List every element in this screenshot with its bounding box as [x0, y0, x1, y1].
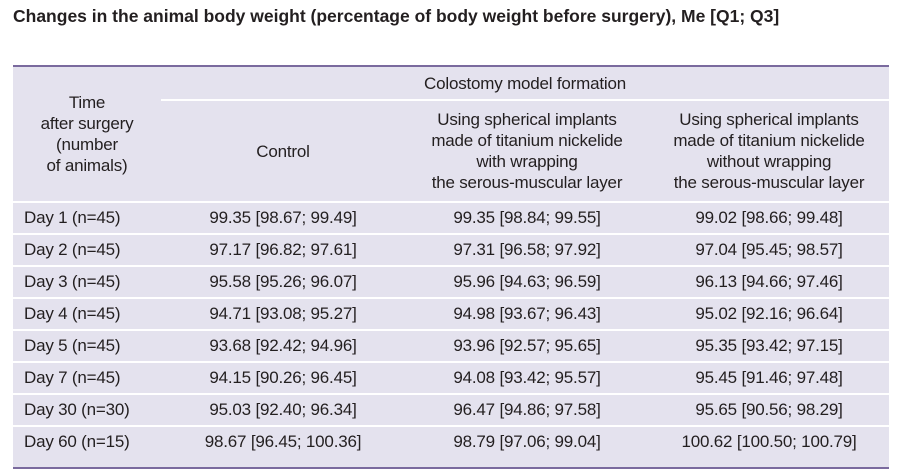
cell-control: 93.68 [92.42; 94.96] [161, 329, 405, 362]
header-without-line: made of titanium nickelide [673, 131, 865, 150]
table-row: Day 4 (n=45) 94.71 [93.08; 95.27] 94.98 … [13, 297, 890, 330]
cell-control: 95.03 [92.40; 96.34] [161, 393, 405, 426]
cell-day: Day 4 (n=45) [13, 297, 161, 330]
cell-day: Day 7 (n=45) [13, 361, 161, 394]
table-row: Day 60 (n=15) 98.67 [96.45; 100.36] 98.7… [13, 425, 890, 457]
header-time-column: Time after surgery (number of animals) [13, 67, 161, 202]
cell-day: Day 1 (n=45) [13, 201, 161, 234]
cell-with-wrapping: 95.96 [94.63; 96.59] [405, 265, 649, 298]
cell-day: Day 3 (n=45) [13, 265, 161, 298]
cell-control: 94.15 [90.26; 96.45] [161, 361, 405, 394]
table-row: Day 1 (n=45) 99.35 [98.67; 99.49] 99.35 … [13, 201, 890, 234]
header-group-colostomy: Colostomy model formation [161, 67, 890, 101]
header-without-line: without wrapping [706, 152, 832, 171]
header-without-wrapping: Using spherical implants made of titaniu… [649, 100, 889, 202]
cell-without-wrapping: 95.02 [92.16; 96.64] [649, 297, 890, 330]
table-row: Day 5 (n=45) 93.68 [92.42; 94.96] 93.96 … [13, 329, 890, 362]
body-weight-table: Time after surgery (number of animals) C… [13, 67, 890, 457]
cell-without-wrapping: 97.04 [95.45; 98.57] [649, 233, 890, 266]
cell-day: Day 30 (n=30) [13, 393, 161, 426]
cell-control: 95.58 [95.26; 96.07] [161, 265, 405, 298]
cell-with-wrapping: 98.79 [97.06; 99.04] [405, 425, 649, 457]
cell-with-wrapping: 94.08 [93.42; 95.57] [405, 361, 649, 394]
cell-control: 97.17 [96.82; 97.61] [161, 233, 405, 266]
cell-control: 94.71 [93.08; 95.27] [161, 297, 405, 330]
cell-without-wrapping: 99.02 [98.66; 99.48] [649, 201, 890, 234]
header-without-line: the serous-muscular layer [673, 173, 865, 192]
cell-control: 99.35 [98.67; 99.49] [161, 201, 405, 234]
header-with-line: Using spherical implants [437, 110, 617, 129]
cell-with-wrapping: 99.35 [98.84; 99.55] [405, 201, 649, 234]
header-control: Control [256, 141, 310, 161]
table-title: Changes in the animal body weight (perce… [13, 6, 780, 26]
cell-without-wrapping: 95.45 [91.46; 97.48] [649, 361, 890, 394]
cell-control: 98.67 [96.45; 100.36] [161, 425, 405, 457]
cell-without-wrapping: 96.13 [94.66; 97.46] [649, 265, 890, 298]
cell-without-wrapping: 95.65 [90.56; 98.29] [649, 393, 890, 426]
cell-day: Day 2 (n=45) [13, 233, 161, 266]
table-row: Day 7 (n=45) 94.15 [90.26; 96.45] 94.08 … [13, 361, 890, 394]
cell-with-wrapping: 97.31 [96.58; 97.92] [405, 233, 649, 266]
header-with-line: made of titanium nickelide [431, 131, 623, 150]
header-with-wrapping: Using spherical implants made of titaniu… [405, 100, 649, 202]
table-row: Day 3 (n=45) 95.58 [95.26; 96.07] 95.96 … [13, 265, 890, 298]
header-with-line: the serous-muscular layer [431, 173, 623, 192]
header-time-line: after surgery [40, 114, 134, 133]
header-time-line: of animals) [46, 156, 128, 175]
table-row: Day 2 (n=45) 97.17 [96.82; 97.61] 97.31 … [13, 233, 890, 266]
table-row: Day 30 (n=30) 95.03 [92.40; 96.34] 96.47… [13, 393, 890, 426]
cell-with-wrapping: 96.47 [94.86; 97.58] [405, 393, 649, 426]
cell-without-wrapping: 100.62 [100.50; 100.79] [649, 425, 890, 457]
header-with-line: with wrapping [476, 152, 578, 171]
cell-with-wrapping: 94.98 [93.67; 96.43] [405, 297, 649, 330]
cell-with-wrapping: 93.96 [92.57; 95.65] [405, 329, 649, 362]
cell-day: Day 60 (n=15) [13, 425, 161, 457]
header-time-line: Time [68, 93, 106, 112]
cell-without-wrapping: 95.35 [93.42; 97.15] [649, 329, 890, 362]
cell-day: Day 5 (n=45) [13, 329, 161, 362]
header-without-line: Using spherical implants [679, 110, 859, 129]
header-time-line: (number [56, 135, 118, 154]
data-table-container: Time after surgery (number of animals) C… [13, 65, 890, 469]
